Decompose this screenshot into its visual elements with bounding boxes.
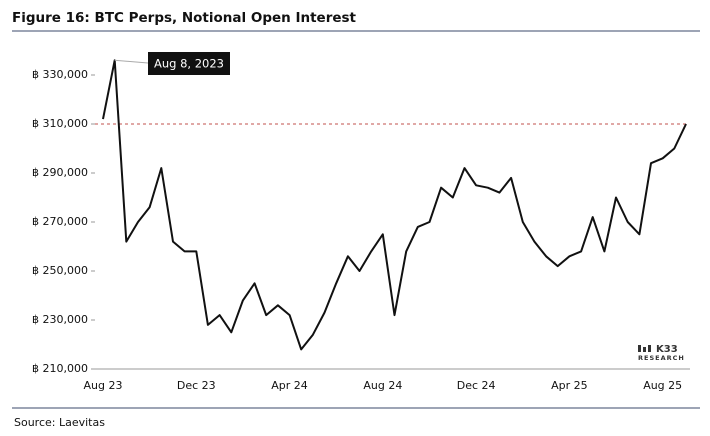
logo-text: K33 bbox=[656, 344, 678, 355]
x-tick-label: Aug 23 bbox=[84, 379, 123, 392]
logo-bar bbox=[643, 347, 646, 352]
x-tick-label: Dec 24 bbox=[457, 379, 496, 392]
annotation: Aug 8, 2023 bbox=[154, 57, 224, 71]
source: Source: Laevitas bbox=[14, 416, 105, 429]
annotation-connector bbox=[114, 59, 149, 64]
y-tick-label: ฿ 270,000 bbox=[32, 215, 88, 228]
x-tick-label: Apr 24 bbox=[271, 379, 308, 392]
y-tick-label: ฿ 310,000 bbox=[32, 117, 88, 130]
y-tick-label: ฿ 250,000 bbox=[32, 264, 88, 277]
y-tick-label: ฿ 290,000 bbox=[32, 166, 88, 179]
logo-text: RESEARCH bbox=[638, 354, 685, 362]
y-tick-label: ฿ 230,000 bbox=[32, 313, 88, 326]
logo-bar bbox=[638, 345, 641, 352]
y-tick-label: ฿ 330,000 bbox=[32, 68, 88, 81]
x-tick-label: Apr 25 bbox=[551, 379, 588, 392]
logo: K33 RESEARCH bbox=[638, 344, 685, 362]
x-tick-label: Aug 24 bbox=[363, 379, 402, 392]
chart-title: Figure 16: BTC Perps, Notional Open Inte… bbox=[12, 10, 357, 26]
annotation-box bbox=[148, 52, 230, 75]
logo-bar bbox=[648, 345, 651, 352]
x-tick-label: Aug 25 bbox=[643, 379, 682, 392]
line bbox=[102, 59, 687, 351]
x-tick-label: Dec 23 bbox=[177, 379, 216, 392]
y-tick-label: ฿ 210,000 bbox=[32, 362, 88, 375]
